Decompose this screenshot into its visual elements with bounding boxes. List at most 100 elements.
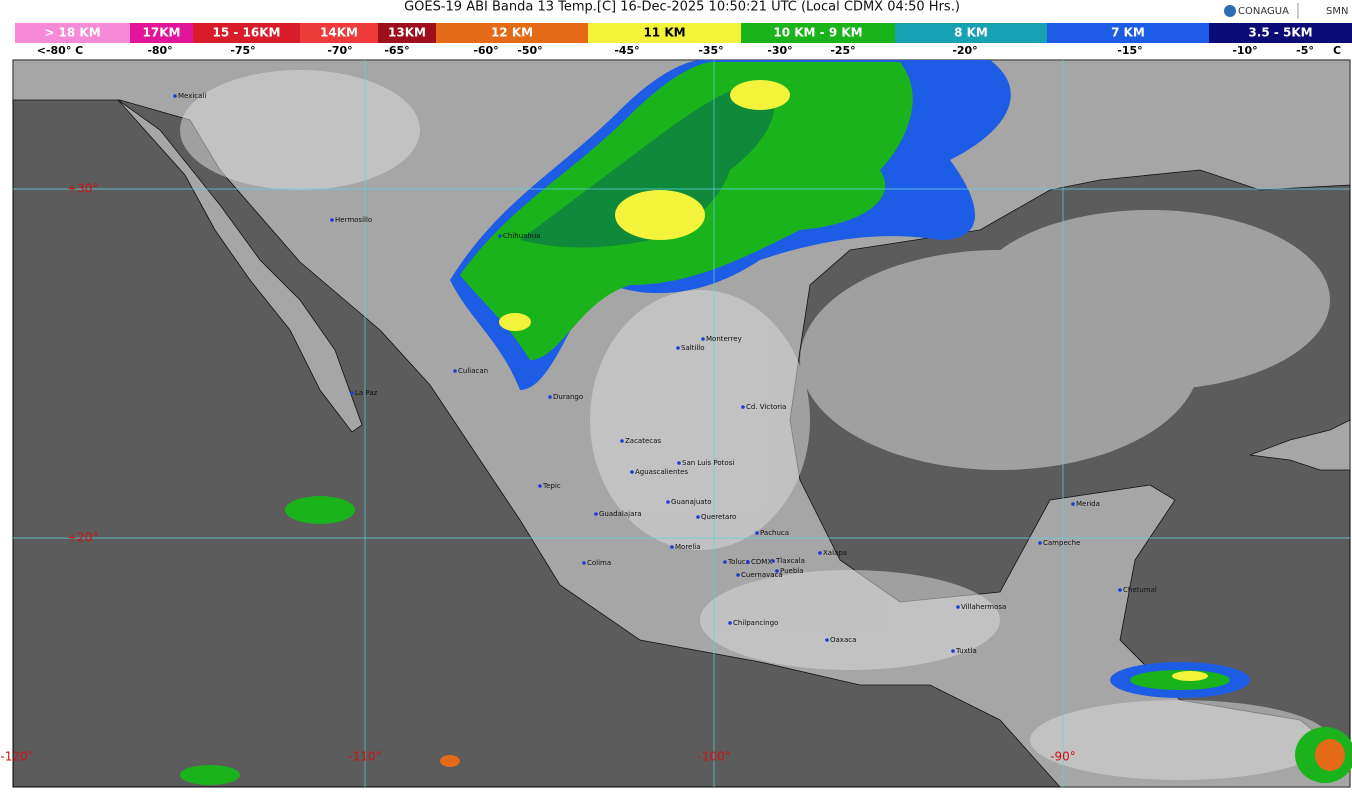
temperature-label: -65° — [384, 44, 409, 57]
baja-california — [117, 99, 363, 433]
city-label: Chihuahua — [503, 232, 541, 240]
city-marker — [173, 94, 177, 98]
city-label: Tlaxcala — [775, 557, 805, 565]
city-marker — [620, 439, 624, 443]
city-label: Guadalajara — [599, 510, 642, 518]
city-label: Colima — [587, 559, 611, 567]
city-label: Queretaro — [701, 513, 736, 521]
temperature-label: -10° — [1232, 44, 1257, 57]
legend-band-label: > 18 KM — [44, 26, 100, 40]
temperature-label: -50° — [517, 44, 542, 57]
latitude-label: +20° — [67, 531, 98, 545]
legend-band — [378, 23, 436, 43]
cuba — [1249, 419, 1351, 471]
legend-band-label: 7 KM — [1111, 26, 1145, 40]
legend-band-label: 14KM — [320, 26, 358, 40]
city-label: Durango — [553, 393, 583, 401]
latitude-label: +30° — [67, 182, 98, 196]
cold-cloud-tops — [180, 60, 1352, 785]
temperature-label: -70° — [327, 44, 352, 57]
legend-band — [588, 23, 741, 43]
city-label: Pachuca — [760, 529, 789, 537]
legend-band — [436, 23, 588, 43]
city-label: Xalapa — [823, 549, 847, 557]
city-marker — [1071, 502, 1075, 506]
temperature-label: -80° — [147, 44, 172, 57]
city-label: Villahermosa — [961, 603, 1006, 611]
city-label: Toluca — [727, 558, 750, 566]
city-label: Chetumal — [1123, 586, 1157, 594]
city-label: La Paz — [355, 389, 378, 397]
city-label: Guanajuato — [671, 498, 712, 506]
city-marker — [330, 218, 334, 222]
city-marker — [630, 470, 634, 474]
city-label: Puebla — [780, 567, 804, 575]
city-label: Tuxtla — [955, 647, 977, 655]
city-label: Hermosillo — [335, 216, 372, 224]
city-marker — [350, 391, 354, 395]
legend-band — [1209, 23, 1352, 43]
city-marker — [746, 560, 750, 564]
graticule: +30° +20° -120° -110° -100° -90° — [0, 60, 1350, 787]
legend-band-label: 11 KM — [643, 26, 685, 40]
city-label: Saltillo — [681, 344, 705, 352]
title: GOES-19 ABI Banda 13 Temp.[C] 16-Dec-202… — [404, 0, 960, 15]
city-marker — [736, 573, 740, 577]
city-label: Mexicali — [178, 92, 206, 100]
city-label: Culiacan — [458, 367, 488, 375]
legend: > 18 KM 17KM 15 - 16KM 14KM 13KM 12 KM 11 KM 10… — [15, 23, 1352, 57]
city-marker — [548, 395, 552, 399]
city-marker — [956, 605, 960, 609]
city-marker — [498, 234, 502, 238]
city-label: Cuernavaca — [741, 571, 783, 579]
legend-band-label: 8 KM — [954, 26, 988, 40]
city-marker — [1118, 588, 1122, 592]
legend-band — [741, 23, 895, 43]
temperature-label: -60° — [473, 44, 498, 57]
legend-band — [130, 23, 193, 43]
city-marker — [951, 649, 955, 653]
city-marker — [701, 337, 705, 341]
city-marker — [538, 484, 542, 488]
city-label: San Luis Potosi — [682, 459, 734, 467]
temperature-label: -75° — [230, 44, 255, 57]
temperature-label: -25° — [830, 44, 855, 57]
longitude-label: -100° — [697, 750, 730, 764]
temperature-label: -20° — [952, 44, 977, 57]
legend-band — [895, 23, 1047, 43]
longitude-label: -120° — [0, 750, 33, 764]
city-marker — [775, 569, 779, 573]
city-marker — [453, 369, 457, 373]
city-label: Tepic — [542, 482, 561, 490]
city-label: Morelia — [675, 543, 701, 551]
temperature-label: -35° — [698, 44, 723, 57]
city-marker — [1038, 541, 1042, 545]
city-label: Oaxaca — [830, 636, 856, 644]
city-marker — [818, 551, 822, 555]
legend-band — [15, 23, 130, 43]
legend-band-label: 12 KM — [491, 26, 533, 40]
logo-text: SMN — [1326, 6, 1348, 17]
temperature-label: C — [1333, 44, 1341, 57]
logo-icon — [1224, 5, 1236, 17]
city-label: Cd. Victoria — [746, 403, 786, 411]
legend-band-label: 13KM — [388, 26, 426, 40]
city-label: CDMX — [751, 558, 772, 566]
city-marker — [677, 461, 681, 465]
map-area: +30° +20° -120° -110° -100° -90° Mexicali Herm… — [0, 59, 1352, 788]
legend-band — [1047, 23, 1209, 43]
temperature-label: -45° — [614, 44, 639, 57]
city-label: Chilpancingo — [733, 619, 778, 627]
longitude-label: -110° — [348, 750, 381, 764]
longitude-label: -90° — [1050, 750, 1076, 764]
city-label: Campeche — [1043, 539, 1080, 547]
city-marker — [723, 560, 727, 564]
city-marker — [741, 405, 745, 409]
logo-text: CONAGUA — [1238, 6, 1289, 17]
city-marker — [676, 346, 680, 350]
legend-band-label: 10 KM - 9 KM — [773, 26, 862, 40]
city-label: Merida — [1076, 500, 1100, 508]
legend-band-label: 3.5 - 5KM — [1248, 26, 1312, 40]
